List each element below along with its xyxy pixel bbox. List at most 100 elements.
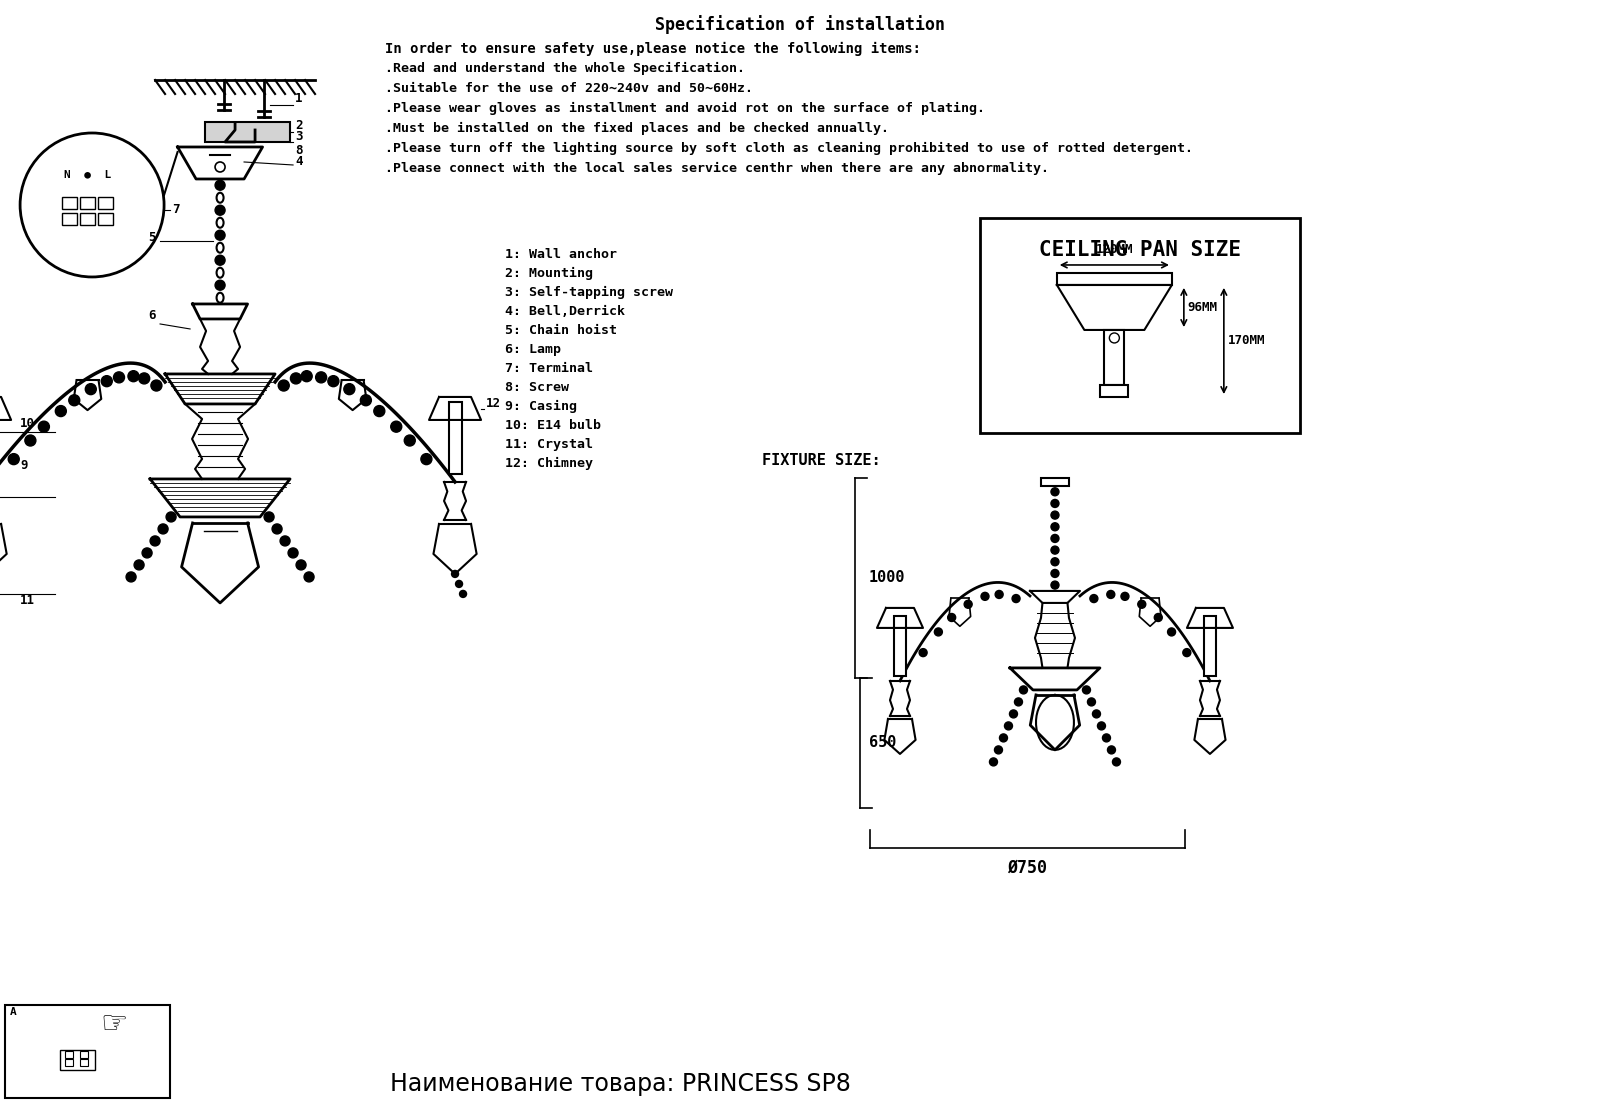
Circle shape: [1088, 698, 1096, 706]
Circle shape: [1000, 733, 1008, 742]
Text: 2: 2: [294, 119, 302, 132]
Circle shape: [328, 376, 339, 387]
Text: .Read and understand the whole Specification.: .Read and understand the whole Specifica…: [386, 62, 746, 75]
Text: .Please turn off the lighting source by soft cloth as cleaning prohibited to use: .Please turn off the lighting source by …: [386, 142, 1194, 156]
Bar: [894, 615, 906, 676]
Circle shape: [1090, 595, 1098, 602]
Bar: [80, 213, 94, 225]
Text: 12: Chimney: 12: Chimney: [506, 457, 594, 470]
Text: 8: Screw: 8: Screw: [506, 381, 570, 394]
Bar: [80, 1051, 88, 1058]
Bar: [62, 197, 77, 208]
Text: A: A: [10, 1007, 18, 1017]
Circle shape: [344, 384, 355, 395]
Circle shape: [1013, 595, 1021, 602]
Circle shape: [1005, 722, 1013, 730]
Circle shape: [264, 512, 274, 522]
Circle shape: [1019, 686, 1027, 694]
Circle shape: [989, 758, 997, 765]
Text: 4: Bell,Derrick: 4: Bell,Derrick: [506, 304, 626, 318]
Bar: [1042, 478, 1069, 486]
Circle shape: [451, 570, 459, 578]
Circle shape: [1102, 733, 1110, 742]
Text: 3: Self-tapping screw: 3: Self-tapping screw: [506, 286, 674, 299]
Text: 8: 8: [294, 144, 302, 157]
Bar: [61, 1050, 94, 1070]
Text: Ø750: Ø750: [1008, 859, 1048, 877]
Circle shape: [272, 524, 282, 534]
Text: 12: 12: [486, 397, 501, 410]
Circle shape: [214, 231, 226, 240]
Circle shape: [1138, 600, 1146, 608]
Text: 1: Wall anchor: 1: Wall anchor: [506, 248, 618, 261]
Circle shape: [1051, 523, 1059, 531]
Circle shape: [142, 548, 152, 558]
Text: 5: Chain hoist: 5: Chain hoist: [506, 324, 618, 336]
Circle shape: [26, 435, 35, 446]
Circle shape: [1051, 511, 1059, 520]
Text: 1000: 1000: [869, 570, 906, 586]
Circle shape: [1051, 500, 1059, 507]
Circle shape: [214, 205, 226, 215]
Text: 2: Mounting: 2: Mounting: [506, 267, 594, 280]
Circle shape: [134, 560, 144, 570]
Bar: [1203, 615, 1216, 676]
Circle shape: [166, 512, 176, 522]
Bar: [98, 197, 114, 208]
Circle shape: [421, 453, 432, 464]
Text: .Please wear gloves as installment and avoid rot on the surface of plating.: .Please wear gloves as installment and a…: [386, 101, 986, 115]
Text: 96MM: 96MM: [1187, 301, 1218, 314]
Circle shape: [315, 372, 326, 383]
Bar: [448, 401, 461, 474]
Bar: [5, 1005, 170, 1097]
Circle shape: [8, 453, 19, 464]
Text: 6: 6: [149, 309, 155, 322]
Text: 10: 10: [21, 417, 35, 430]
Circle shape: [126, 572, 136, 582]
Circle shape: [150, 381, 162, 392]
Bar: [80, 197, 94, 208]
Bar: [979, 218, 1299, 433]
Circle shape: [965, 600, 973, 608]
Circle shape: [374, 406, 386, 417]
Text: 170MM: 170MM: [1227, 334, 1266, 347]
Circle shape: [390, 421, 402, 432]
Circle shape: [214, 180, 226, 190]
Text: 6: Lamp: 6: Lamp: [506, 343, 562, 356]
Circle shape: [1098, 722, 1106, 730]
Text: 1: 1: [294, 92, 302, 105]
Circle shape: [1182, 649, 1190, 656]
Bar: [1101, 385, 1128, 397]
Text: 11: 11: [21, 593, 35, 607]
Circle shape: [214, 280, 226, 290]
Circle shape: [1051, 569, 1059, 578]
Circle shape: [947, 613, 955, 621]
Text: 5: 5: [149, 232, 155, 245]
Text: ☞: ☞: [101, 1010, 128, 1039]
Text: N  ●  L: N ● L: [64, 169, 112, 179]
Bar: [66, 1051, 74, 1058]
Circle shape: [38, 421, 50, 432]
Circle shape: [114, 372, 125, 383]
Circle shape: [56, 406, 66, 417]
Circle shape: [1051, 535, 1059, 543]
Text: 650: 650: [869, 736, 896, 750]
Text: 7: 7: [173, 203, 179, 216]
Circle shape: [456, 580, 462, 588]
Circle shape: [981, 592, 989, 600]
Circle shape: [1014, 698, 1022, 706]
Circle shape: [1112, 758, 1120, 765]
Text: 11: Crystal: 11: Crystal: [506, 438, 594, 451]
Circle shape: [1154, 613, 1162, 621]
Circle shape: [1051, 581, 1059, 589]
Circle shape: [214, 255, 226, 265]
Bar: [66, 1059, 74, 1065]
Circle shape: [278, 381, 290, 392]
Text: 7: Terminal: 7: Terminal: [506, 362, 594, 375]
Circle shape: [1010, 710, 1018, 718]
Circle shape: [1083, 686, 1091, 694]
Circle shape: [288, 548, 298, 558]
Circle shape: [301, 371, 312, 382]
Circle shape: [1168, 628, 1176, 636]
Bar: [1104, 330, 1125, 385]
